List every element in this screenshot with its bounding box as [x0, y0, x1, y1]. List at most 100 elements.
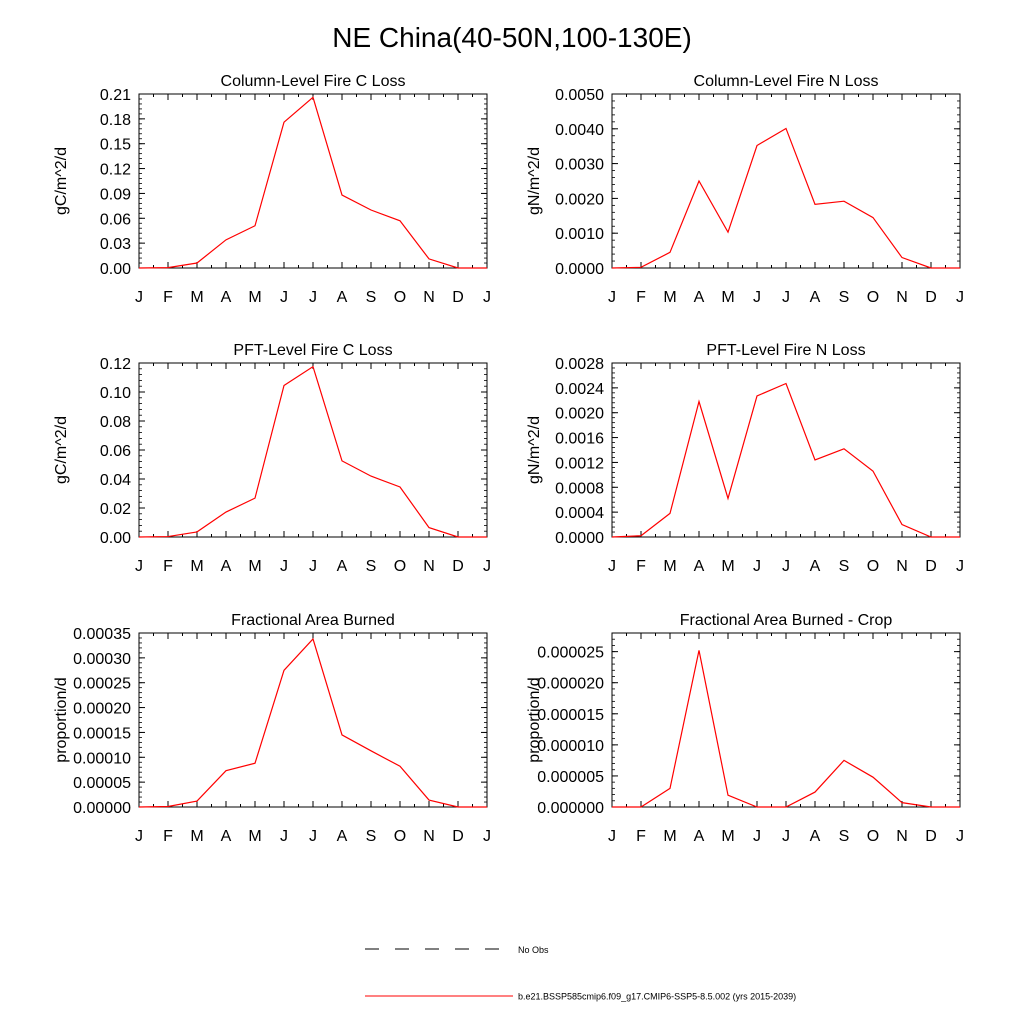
x-tick-label: S	[366, 289, 377, 306]
x-tick-label: J	[956, 828, 964, 845]
x-tick-label: M	[663, 289, 676, 306]
x-tick-label: O	[394, 289, 406, 306]
x-tick-label: F	[163, 289, 173, 306]
y-tick-label: 0.0028	[555, 356, 604, 373]
x-tick-label: J	[135, 558, 143, 575]
y-tick-label: 0.0008	[555, 480, 604, 497]
x-tick-label: S	[366, 828, 377, 845]
y-tick-label: 0.00025	[73, 676, 131, 693]
y-tick-label: 0.000015	[537, 707, 604, 724]
x-tick-label: J	[753, 828, 761, 845]
plot-frame	[138, 362, 488, 538]
y-tick-label: 0.08	[100, 414, 131, 431]
x-tick-label: M	[190, 558, 203, 575]
figure-title: NE China(40-50N,100-130E)	[332, 22, 692, 53]
y-tick-label: 0.0000	[555, 261, 604, 278]
x-tick-label: J	[309, 558, 317, 575]
x-tick-label: J	[280, 558, 288, 575]
x-tick-label: S	[839, 558, 850, 575]
panel-title: Fractional Area Burned - Crop	[680, 612, 893, 629]
y-tick-label: 0.15	[100, 137, 131, 154]
x-tick-label: M	[248, 558, 261, 575]
y-tick-label: 0.0020	[555, 191, 604, 208]
panel-title: PFT-Level Fire C Loss	[233, 342, 392, 359]
panel-title: Column-Level Fire C Loss	[221, 73, 406, 90]
y-tick-label: 0.03	[100, 236, 131, 253]
plot-frame	[611, 93, 961, 269]
series-line	[138, 365, 487, 538]
x-tick-label: J	[608, 828, 616, 845]
y-tick-label: 0.000025	[537, 645, 604, 662]
series-line	[612, 650, 960, 808]
x-tick-label: D	[452, 289, 464, 306]
x-tick-label: A	[337, 558, 348, 575]
y-tick-label: 0.00035	[73, 626, 131, 643]
y-tick-label: 0.00010	[73, 750, 131, 767]
x-tick-label: J	[782, 289, 790, 306]
y-tick-label: 0.06	[100, 443, 131, 460]
y-tick-label: 0.0050	[555, 87, 604, 104]
x-tick-label: J	[483, 289, 491, 306]
x-tick-label: O	[867, 558, 879, 575]
x-tick-label: J	[753, 289, 761, 306]
y-tick-label: 0.04	[100, 472, 131, 489]
x-tick-label: M	[721, 289, 734, 306]
x-tick-label: J	[483, 558, 491, 575]
x-tick-label: A	[810, 558, 821, 575]
x-tick-label: F	[636, 558, 646, 575]
plot-frame	[611, 362, 961, 538]
x-tick-label: J	[309, 828, 317, 845]
y-tick-label: 0.18	[100, 112, 131, 129]
y-tick-label: 0.21	[100, 87, 131, 104]
x-tick-label: D	[452, 828, 464, 845]
y-tick-label: 0.09	[100, 186, 131, 203]
x-tick-label: M	[190, 828, 203, 845]
x-tick-label: M	[663, 828, 676, 845]
x-tick-label: F	[636, 828, 646, 845]
x-tick-label: J	[608, 558, 616, 575]
y-tick-label: 0.0000	[555, 530, 604, 547]
x-tick-label: A	[337, 289, 348, 306]
y-tick-label: 0.00015	[73, 725, 131, 742]
panel-title: Column-Level Fire N Loss	[694, 73, 879, 90]
x-tick-label: A	[810, 289, 821, 306]
y-tick-label: 0.02	[100, 501, 131, 518]
y-tick-label: 0.10	[100, 385, 131, 402]
plot-frame	[138, 632, 488, 808]
legend: No Obs b.e21.BSSP585cmip6.f09_g17.CMIP6-S…	[365, 945, 796, 1002]
y-tick-label: 0.00030	[73, 651, 131, 668]
x-tick-label: M	[248, 289, 261, 306]
x-tick-label: A	[810, 828, 821, 845]
y-tick-label: 0.000005	[537, 769, 604, 786]
series-line	[611, 127, 960, 269]
y-tick-label: 0.000010	[537, 738, 604, 755]
x-tick-label: J	[135, 828, 143, 845]
x-tick-label: O	[867, 289, 879, 306]
x-tick-label: M	[721, 828, 734, 845]
x-tick-label: N	[896, 289, 908, 306]
x-tick-label: D	[925, 828, 937, 845]
y-tick-label: 0.0004	[555, 505, 604, 522]
series-line	[138, 637, 487, 808]
x-tick-label: F	[163, 828, 173, 845]
y-tick-label: 0.00020	[73, 701, 131, 718]
x-tick-label: N	[423, 558, 435, 575]
plot-frame	[611, 632, 961, 808]
x-tick-label: A	[221, 828, 232, 845]
panel-6: Fractional Area Burned - Crop proportion/…	[526, 612, 964, 845]
y-tick-label: 0.0010	[555, 226, 604, 243]
y-tick-label: 0.0020	[555, 406, 604, 423]
x-tick-label: A	[221, 289, 232, 306]
x-tick-label: J	[608, 289, 616, 306]
y-axis-label: gC/m^2/d	[53, 416, 70, 484]
x-tick-label: O	[394, 558, 406, 575]
x-tick-label: J	[135, 289, 143, 306]
x-tick-label: J	[280, 828, 288, 845]
x-tick-label: M	[248, 828, 261, 845]
y-tick-label: 0.0012	[555, 455, 604, 472]
